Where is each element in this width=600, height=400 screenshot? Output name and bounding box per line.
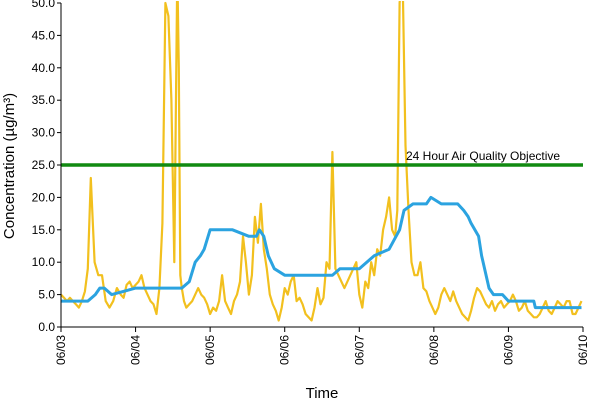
y-tick-label: 25.0 [32, 158, 56, 172]
y-axis-title: Concentration (µg/m³) [1, 93, 18, 239]
rolling-series-line [61, 195, 582, 310]
x-axis-title: Time [306, 385, 339, 400]
x-tick-label: 06/10 [576, 335, 590, 365]
hourly-series-line [61, 1, 583, 322]
y-tick-label: 50.0 [32, 0, 56, 10]
x-tick-label: 06/08 [427, 335, 441, 365]
y-tick-label: 30.0 [32, 126, 56, 140]
x-tick-label: 06/07 [352, 335, 366, 365]
y-axis-ticks: 0.0 5.0 10.0 15.0 20.0 25.0 30.0 35.0 40.0 45.0 50… [32, 0, 61, 334]
objective-annotation: 24 Hour Air Quality Objective [406, 149, 560, 163]
y-tick-label: 35.0 [32, 93, 56, 107]
series-group [61, 1, 583, 322]
x-tick-label: 06/04 [129, 335, 143, 365]
y-tick-label: 0.0 [38, 320, 55, 334]
y-tick-label: 45.0 [32, 28, 56, 42]
y-tick-label: 20.0 [32, 190, 56, 204]
y-tick-label: 40.0 [32, 61, 56, 75]
y-tick-label: 15.0 [32, 223, 56, 237]
x-tick-label: 06/06 [278, 335, 292, 365]
y-tick-label: 10.0 [32, 255, 56, 269]
x-axis-ticks: 06/03 06/04 06/05 06/06 06/07 06/08 06/09 06/10 [54, 327, 590, 365]
x-tick-label: 06/05 [203, 335, 217, 365]
y-tick-label: 5.0 [38, 288, 55, 302]
x-tick-label: 06/03 [54, 335, 68, 365]
x-tick-label: 06/09 [501, 335, 515, 365]
